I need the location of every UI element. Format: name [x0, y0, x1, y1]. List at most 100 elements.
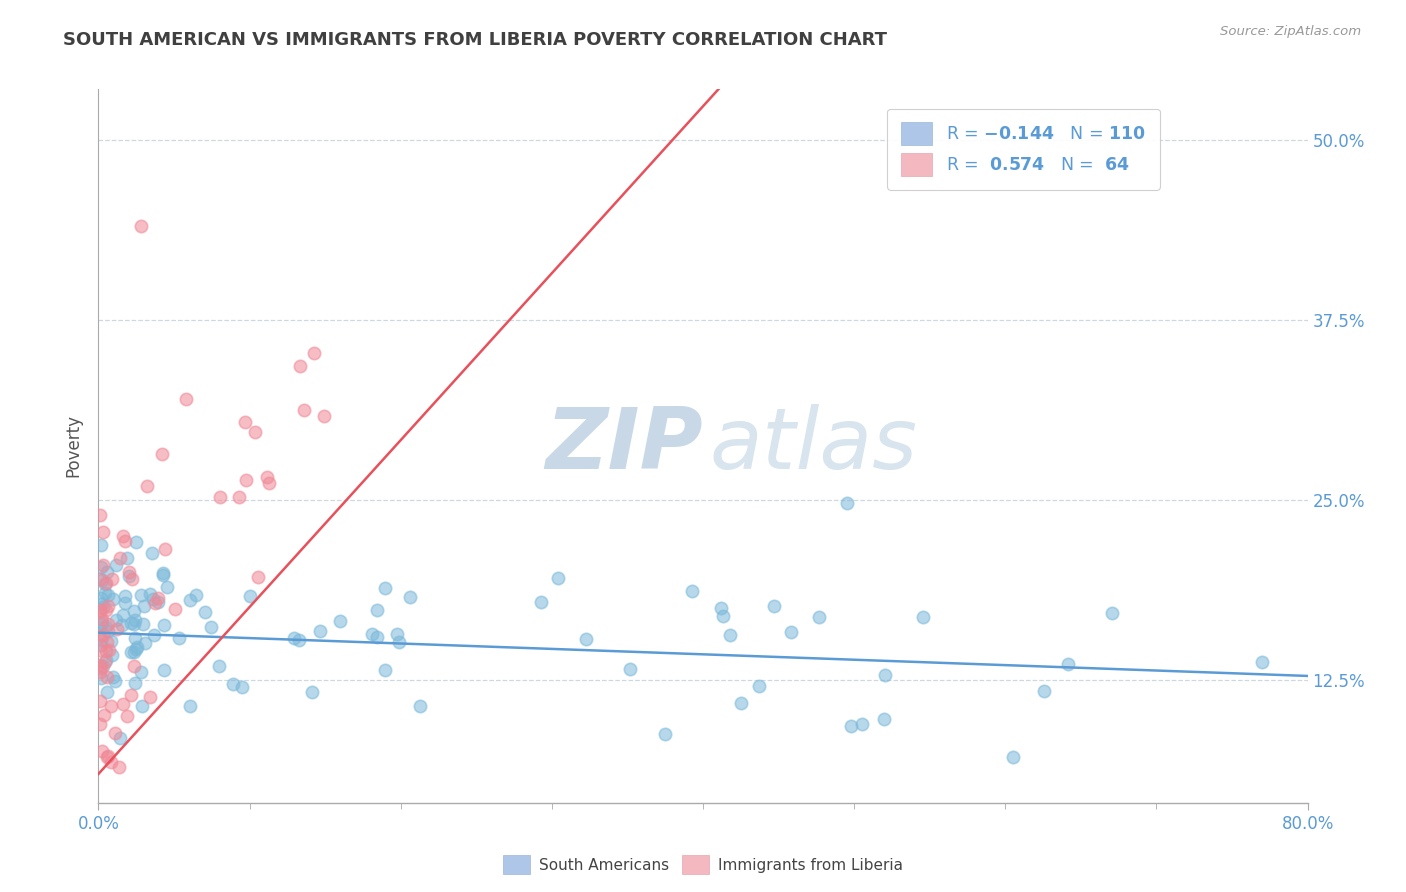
Point [208, 659, 231, 673]
Point [156, 580, 179, 594]
Point [89, 658, 111, 673]
Point [287, 632, 309, 647]
Point [681, 583, 703, 598]
Point [730, 696, 752, 710]
Point [111, 529, 134, 543]
Point [91, 658, 114, 673]
Point [96, 634, 118, 648]
Point [118, 565, 141, 579]
Point [129, 665, 152, 680]
Point [94, 644, 117, 658]
Point [125, 534, 148, 549]
Point [243, 425, 266, 439]
Point [104, 726, 127, 740]
Point [292, 403, 315, 417]
Point [139, 587, 162, 601]
Point [619, 662, 641, 676]
Point [93, 708, 115, 723]
Point [97, 617, 120, 632]
Point [575, 632, 598, 646]
Point [91, 524, 114, 539]
Point [124, 645, 146, 659]
Point [302, 346, 325, 360]
Point [200, 620, 222, 634]
Point [228, 490, 250, 504]
Point [152, 566, 174, 580]
Point [1033, 684, 1056, 698]
Point [839, 719, 862, 733]
Point [90, 632, 112, 647]
Point [125, 640, 148, 655]
Point [710, 600, 733, 615]
Point [152, 568, 174, 582]
Point [124, 675, 146, 690]
Point [94, 620, 117, 634]
Point [114, 589, 136, 603]
Point [835, 496, 858, 510]
Point [110, 617, 132, 632]
Point [122, 659, 145, 673]
Point [366, 603, 388, 617]
Point [100, 698, 122, 713]
Point [96, 749, 118, 764]
Text: ZIP: ZIP [546, 404, 703, 488]
Point [94, 653, 117, 667]
Point [124, 604, 146, 618]
Point [153, 617, 176, 632]
Point [239, 589, 262, 603]
Point [146, 594, 169, 608]
Point [153, 542, 176, 557]
Point [100, 634, 122, 648]
Point [97, 748, 120, 763]
Point [97, 642, 120, 657]
Point [309, 624, 332, 639]
Text: Source: ZipAtlas.com: Source: ZipAtlas.com [1220, 25, 1361, 38]
Point [153, 663, 176, 677]
Point [748, 679, 770, 693]
Point [873, 668, 896, 682]
Point [409, 699, 432, 714]
Point [301, 685, 323, 699]
Point [90, 574, 112, 588]
Point [89, 572, 111, 586]
Point [143, 596, 166, 610]
Point [194, 605, 217, 619]
Point [104, 613, 127, 627]
Point [141, 546, 163, 560]
Point [108, 731, 131, 746]
Point [89, 643, 111, 657]
Point [169, 631, 191, 645]
Point [374, 663, 396, 677]
Point [90, 591, 112, 606]
Point [807, 609, 830, 624]
Point [90, 617, 112, 632]
Point [100, 572, 122, 586]
Point [120, 616, 142, 631]
Point [103, 670, 125, 684]
Point [115, 550, 138, 565]
Point [142, 591, 165, 606]
Point [312, 409, 335, 424]
Point [108, 550, 131, 565]
Point [94, 586, 117, 600]
Point [100, 756, 122, 770]
Point [654, 727, 676, 741]
Point [105, 623, 128, 637]
Point [208, 491, 231, 505]
Point [94, 603, 117, 617]
Point [231, 681, 253, 695]
Text: atlas: atlas [709, 404, 917, 488]
Point [374, 581, 396, 595]
Y-axis label: Poverty: Poverty [65, 415, 83, 477]
Point [90, 538, 112, 552]
Point [179, 592, 201, 607]
Point [91, 744, 114, 758]
Point [91, 599, 114, 614]
Point [283, 631, 305, 645]
Point [150, 447, 173, 461]
Point [233, 415, 256, 429]
Point [711, 609, 734, 624]
Point [115, 709, 138, 723]
Point [94, 655, 117, 669]
Legend: South Americans, Immigrants from Liberia: South Americans, Immigrants from Liberia [496, 849, 910, 880]
